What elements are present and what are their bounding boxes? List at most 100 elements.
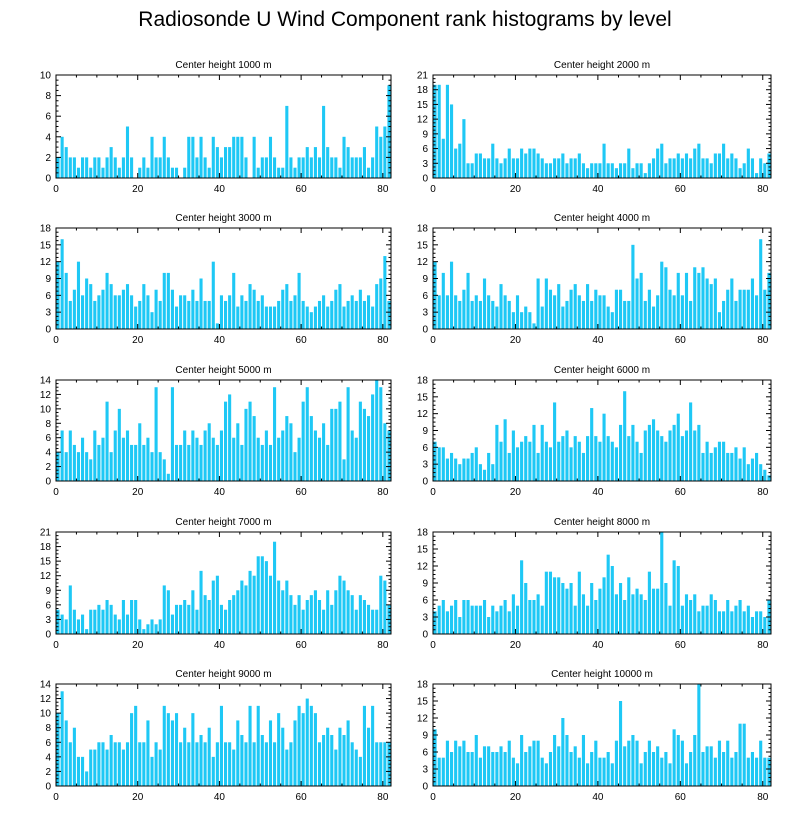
histogram-bar	[281, 727, 285, 786]
x-tick-label: 20	[510, 335, 522, 346]
histogram-bar	[281, 289, 285, 329]
histogram-panel-9: Center height 9000 m 0 2 4 6 8 10 12 14 0 20 40 60 80	[40, 669, 392, 803]
histogram-bar	[482, 278, 487, 329]
y-tick-label: 4	[45, 752, 51, 763]
histogram-bar	[130, 157, 134, 178]
y-tick-label: 0	[45, 477, 51, 488]
histogram-bar	[252, 289, 256, 329]
histogram-bar	[85, 629, 89, 634]
histogram-bar	[76, 756, 81, 786]
histogram-bar	[162, 459, 166, 481]
histogram-bar	[285, 105, 289, 178]
histogram-bar	[293, 295, 297, 329]
histogram-bar	[330, 408, 334, 481]
histogram-bar	[713, 757, 717, 786]
histogram-bar	[524, 436, 528, 481]
histogram-bar	[338, 284, 342, 329]
y-tick-label: 0	[422, 477, 428, 488]
histogram-bar	[495, 306, 499, 329]
histogram-bar	[195, 300, 199, 329]
histogram-bar	[730, 153, 734, 178]
histogram-bar	[203, 430, 207, 481]
histogram-bar	[684, 430, 689, 481]
histogram-bar	[515, 763, 520, 786]
y-tick-label: 12	[417, 409, 429, 420]
histogram-bar	[142, 629, 146, 634]
histogram-bar	[668, 430, 672, 481]
histogram-bar	[627, 436, 631, 481]
histogram-bar	[134, 600, 138, 634]
histogram-bar	[76, 452, 81, 481]
y-tick-label: 0	[422, 782, 428, 793]
histogram-bar	[763, 163, 767, 178]
histogram-bar	[375, 284, 379, 329]
histogram-bar	[536, 740, 540, 786]
histogram-bar	[236, 590, 240, 634]
histogram-bar	[524, 583, 528, 634]
histogram-bar	[540, 158, 544, 178]
histogram-bar	[462, 289, 466, 329]
y-tick-label: 21	[40, 528, 52, 539]
histogram-bar	[207, 300, 211, 329]
histogram-bar	[179, 742, 183, 786]
histogram-bar	[244, 408, 248, 481]
x-tick-label: 40	[592, 792, 604, 803]
histogram-bar	[379, 742, 383, 786]
y-tick-label: 9	[45, 586, 51, 597]
histogram-bar	[289, 595, 293, 634]
histogram-bar	[639, 594, 643, 634]
histogram-bar	[726, 740, 730, 786]
histogram-bar	[557, 577, 561, 634]
histogram-bar	[759, 239, 763, 329]
histogram-bar	[273, 306, 277, 329]
histogram-bar	[746, 605, 750, 634]
x-tick-label: 60	[675, 792, 687, 803]
y-tick-label: 4	[45, 448, 51, 459]
histogram-bar	[676, 413, 680, 481]
histogram-bar	[121, 437, 125, 481]
histogram-bar	[309, 416, 313, 481]
histogram-bar	[577, 295, 581, 329]
histogram-bar	[705, 278, 709, 329]
histogram-bar	[264, 306, 268, 329]
histogram-bar	[602, 413, 606, 481]
histogram-bar	[623, 391, 627, 481]
histogram-bar	[362, 147, 366, 178]
histogram-bar	[273, 387, 277, 481]
histogram-bar	[693, 594, 697, 634]
histogram-bar	[693, 735, 697, 786]
histogram-bar	[105, 401, 109, 481]
histogram-bar	[179, 444, 183, 481]
histogram-bar	[125, 742, 130, 786]
histogram-bar	[179, 604, 183, 634]
histogram-bar	[689, 402, 693, 481]
x-tick-label: 80	[377, 792, 389, 803]
histogram-bar	[260, 444, 264, 481]
histogram-bar	[449, 452, 454, 481]
histogram-bar	[166, 157, 170, 178]
histogram-bar	[730, 278, 734, 329]
histogram-bar	[179, 295, 183, 329]
y-tick-label: 9	[422, 579, 428, 590]
histogram-bar	[680, 158, 684, 178]
histogram-bar	[515, 295, 520, 329]
histogram-bar	[606, 306, 610, 329]
histogram-bar	[660, 532, 664, 634]
histogram-bar	[101, 167, 105, 178]
histogram-bar	[101, 609, 105, 634]
x-tick-label: 0	[430, 184, 436, 195]
histogram-bar	[113, 295, 117, 329]
histogram-bar	[264, 742, 268, 786]
histogram-bar	[684, 594, 689, 634]
histogram-bar	[689, 300, 693, 329]
histogram-bar	[236, 423, 240, 481]
histogram-bar	[557, 158, 561, 178]
histogram-bar	[474, 735, 478, 786]
histogram-bar	[540, 605, 544, 634]
histogram-bar	[76, 167, 81, 178]
histogram-bar	[89, 749, 93, 786]
histogram-bar	[536, 153, 540, 178]
histogram-bar	[454, 458, 458, 481]
histogram-bar	[317, 157, 322, 178]
